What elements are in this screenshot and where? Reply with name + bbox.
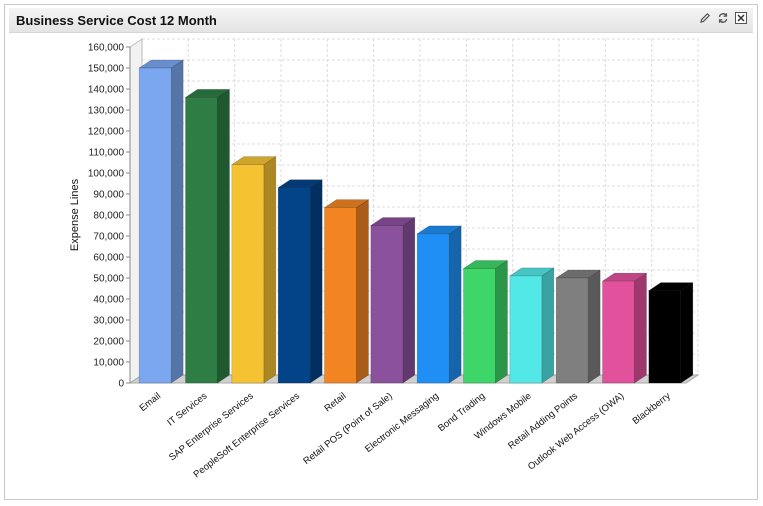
bar-front bbox=[509, 275, 543, 384]
y-tick-label: 150,000 bbox=[88, 64, 125, 75]
bar-outlook-web-access-owa[interactable] bbox=[601, 272, 648, 384]
x-tick-label: SAP Enterprise Services bbox=[167, 391, 256, 464]
y-axis-label: Expense Lines bbox=[69, 178, 81, 251]
bar-retail-adding-points[interactable] bbox=[555, 269, 602, 384]
bar-front bbox=[138, 67, 172, 384]
bar-email[interactable] bbox=[138, 59, 185, 384]
bar-side bbox=[587, 269, 601, 384]
bar-bond-trading[interactable] bbox=[462, 259, 509, 384]
bar-side bbox=[309, 179, 323, 384]
bar-sap-enterprise-services[interactable] bbox=[230, 156, 277, 384]
bar-electronic-messaging[interactable] bbox=[416, 225, 463, 384]
bar-windows-mobile[interactable] bbox=[508, 267, 555, 384]
panel-title: Business Service Cost 12 Month bbox=[16, 13, 217, 28]
panel-header: Business Service Cost 12 Month bbox=[9, 8, 753, 33]
close-icon[interactable] bbox=[735, 12, 747, 24]
bar-front bbox=[648, 290, 682, 384]
y-tick-label: 100,000 bbox=[88, 169, 125, 180]
bar-side bbox=[634, 272, 647, 384]
x-tick-label: Email bbox=[138, 391, 163, 414]
bar-front bbox=[416, 233, 450, 384]
x-tick-label: Retail bbox=[322, 391, 348, 415]
refresh-icon[interactable] bbox=[717, 12, 729, 24]
y-tick-label: 160,000 bbox=[88, 43, 125, 54]
y-tick-label: 80,000 bbox=[93, 211, 124, 222]
bar-front bbox=[602, 280, 635, 384]
bar-side bbox=[402, 216, 416, 384]
x-tick-label: Blackberry bbox=[631, 391, 673, 427]
bar-side bbox=[448, 225, 462, 384]
bar-side bbox=[356, 199, 369, 384]
bar-front bbox=[463, 268, 496, 384]
bar-side bbox=[263, 156, 277, 384]
bar-front bbox=[324, 207, 357, 384]
bar-front bbox=[231, 164, 265, 384]
bar-it-services[interactable] bbox=[184, 88, 231, 384]
bar-side bbox=[495, 259, 508, 384]
bar-side bbox=[680, 282, 694, 384]
y-tick-label: 20,000 bbox=[93, 337, 124, 348]
panel-tools bbox=[699, 12, 747, 24]
bar-blackberry[interactable] bbox=[647, 282, 694, 384]
bar-side bbox=[541, 267, 555, 384]
bar-front bbox=[277, 187, 311, 384]
bar-peoplesoft-enterprise-services[interactable] bbox=[277, 179, 324, 384]
bar-side bbox=[217, 88, 230, 384]
bar-front bbox=[555, 277, 589, 384]
x-tick-label: Retail POS (Point of Sale) bbox=[301, 391, 394, 467]
y-tick-label: 0 bbox=[118, 379, 124, 390]
y-tick-label: 10,000 bbox=[93, 358, 124, 369]
bar-retail[interactable] bbox=[323, 199, 370, 384]
bar-front bbox=[370, 225, 404, 384]
bar-front bbox=[185, 97, 218, 384]
y-tick-label: 140,000 bbox=[88, 85, 125, 96]
bar-retail-pos-point-of-sale[interactable] bbox=[369, 216, 416, 384]
y-tick-label: 110,000 bbox=[89, 148, 125, 159]
x-tick-label: IT Services bbox=[165, 391, 209, 429]
edit-icon[interactable] bbox=[699, 12, 711, 24]
y-tick-label: 120,000 bbox=[88, 127, 125, 138]
y-tick-label: 130,000 bbox=[88, 106, 125, 117]
y-tick-label: 90,000 bbox=[93, 190, 124, 201]
x-tick-label: Outlook Web Access (OWA) bbox=[526, 391, 626, 473]
y-tick-label: 70,000 bbox=[93, 232, 124, 243]
bar-side bbox=[170, 59, 184, 384]
y-tick-label: 30,000 bbox=[93, 316, 124, 327]
y-tick-label: 60,000 bbox=[93, 253, 124, 264]
y-tick-label: 50,000 bbox=[93, 274, 124, 285]
y-tick-label: 40,000 bbox=[93, 295, 124, 306]
